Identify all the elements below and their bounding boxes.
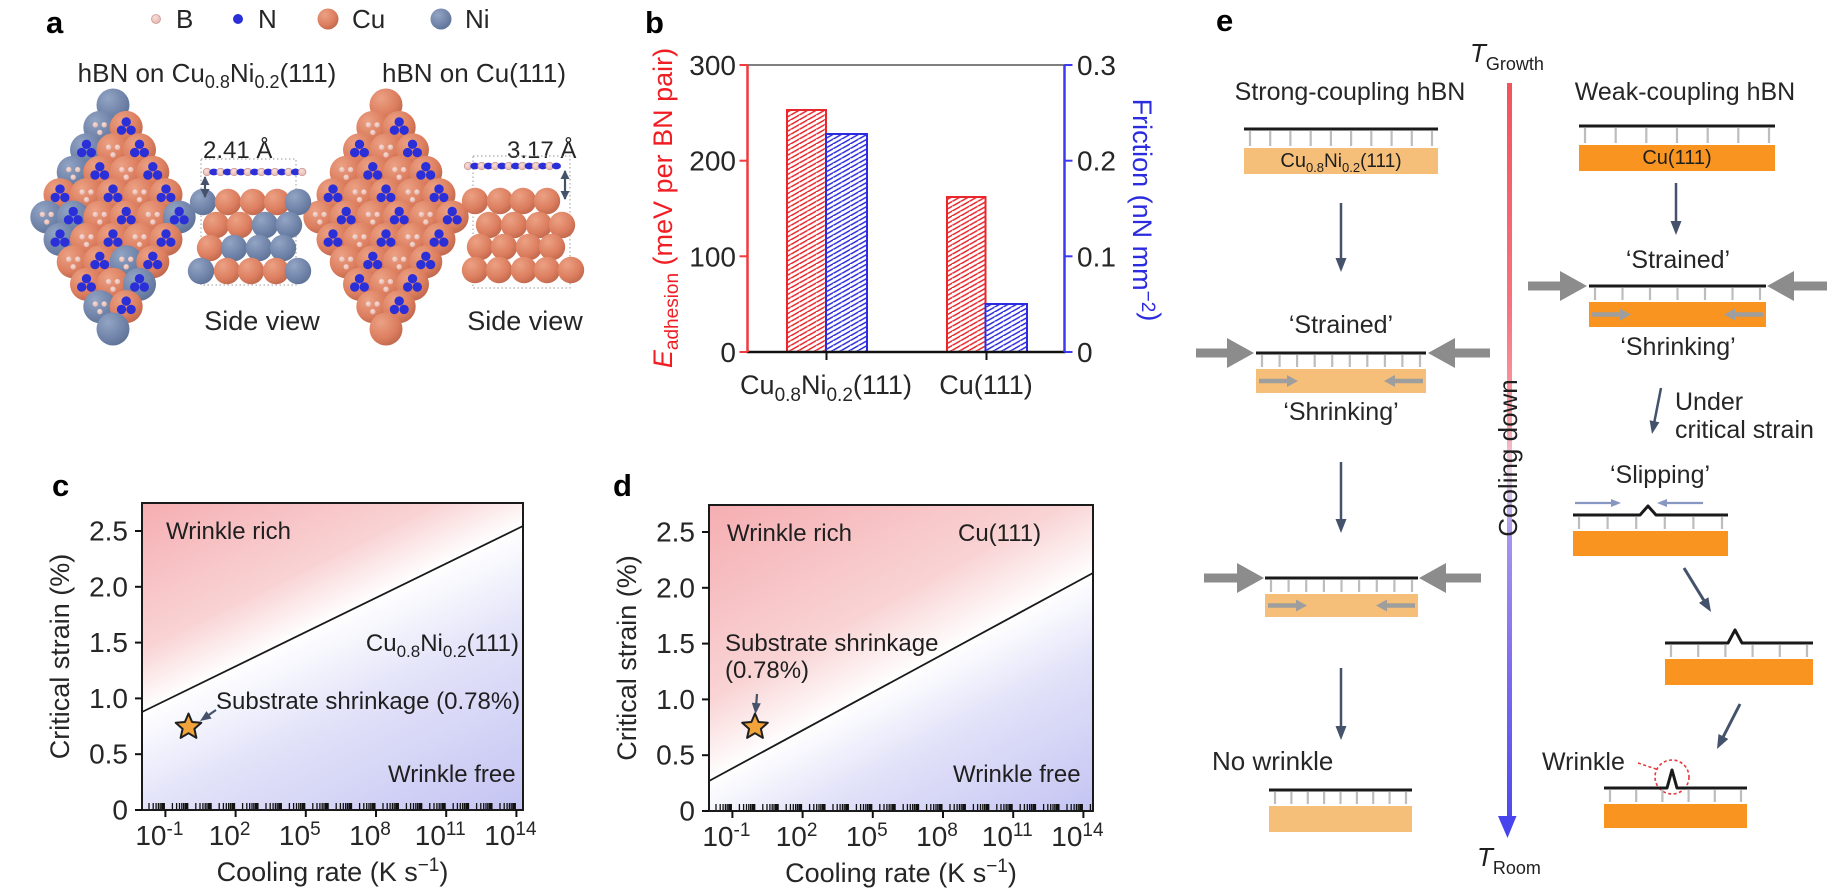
svg-text:300: 300	[689, 50, 736, 81]
svg-text:TRoom: TRoom	[1477, 842, 1541, 878]
svg-text:Wrinkle: Wrinkle	[1542, 748, 1625, 776]
svg-text:1.0: 1.0	[656, 684, 695, 715]
svg-text:Wrinkle rich: Wrinkle rich	[166, 518, 291, 545]
svg-text:1014: 1014	[1051, 820, 1104, 852]
svg-text:‘Shrinking’: ‘Shrinking’	[1283, 398, 1398, 426]
svg-text:Wrinkle free: Wrinkle free	[388, 761, 516, 788]
svg-text:100: 100	[689, 241, 736, 272]
svg-text:Side view: Side view	[204, 306, 320, 336]
svg-text:‘Slipping’: ‘Slipping’	[1610, 461, 1710, 489]
svg-text:‘Shrinking’: ‘Shrinking’	[1620, 333, 1735, 361]
svg-text:1014: 1014	[484, 819, 537, 851]
svg-text:2.41 Å: 2.41 Å	[203, 136, 272, 164]
svg-text:Cu(111): Cu(111)	[958, 520, 1041, 547]
svg-text:2.5: 2.5	[89, 516, 128, 547]
svg-text:102: 102	[209, 819, 251, 851]
svg-text:Wrinkle free: Wrinkle free	[953, 761, 1081, 788]
svg-text:Critical strain (%): Critical strain (%)	[612, 555, 642, 761]
svg-text:Cu0.8Ni0.2(111): Cu0.8Ni0.2(111)	[366, 630, 519, 661]
svg-text:1011: 1011	[415, 819, 466, 851]
svg-text:N: N	[258, 4, 277, 34]
svg-text:‘Strained’: ‘Strained’	[1626, 246, 1730, 274]
svg-text:Strong-coupling hBN: Strong-coupling hBN	[1235, 78, 1466, 106]
svg-text:105: 105	[846, 820, 888, 852]
svg-text:Friction (nN mm−2): Friction (nN mm−2)	[1127, 99, 1166, 322]
svg-text:0.2: 0.2	[1077, 146, 1116, 177]
svg-text:0: 0	[1077, 337, 1093, 368]
svg-text:0.1: 0.1	[1077, 241, 1116, 272]
svg-text:108: 108	[916, 820, 958, 852]
svg-text:105: 105	[279, 819, 321, 851]
svg-text:hBN on Cu0.8Ni0.2(111): hBN on Cu0.8Ni0.2(111)	[78, 58, 337, 92]
svg-text:B: B	[176, 4, 193, 34]
svg-text:Ni: Ni	[465, 4, 490, 34]
svg-text:critical strain: critical strain	[1675, 416, 1814, 444]
svg-text:3.17 Å: 3.17 Å	[507, 136, 576, 164]
svg-text:0: 0	[112, 795, 128, 826]
svg-text:Substrate shrinkage: Substrate shrinkage	[725, 630, 938, 657]
svg-text:Eadhesion (meV per BN pair): Eadhesion (meV per BN pair)	[648, 48, 683, 368]
svg-text:Weak-coupling hBN: Weak-coupling hBN	[1575, 78, 1795, 106]
svg-text:Cu0.8Ni0.2(111): Cu0.8Ni0.2(111)	[740, 370, 912, 406]
svg-text:200: 200	[689, 146, 736, 177]
svg-text:108: 108	[349, 819, 391, 851]
svg-text:‘Strained’: ‘Strained’	[1289, 311, 1393, 339]
svg-text:b: b	[645, 5, 664, 40]
svg-text:c: c	[52, 468, 69, 503]
svg-text:102: 102	[776, 820, 818, 852]
svg-text:1011: 1011	[982, 820, 1033, 852]
svg-text:0.5: 0.5	[89, 739, 128, 770]
svg-text:Side view: Side view	[467, 306, 583, 336]
svg-text:Cu0.8Ni0.2(111): Cu0.8Ni0.2(111)	[1280, 150, 1401, 175]
svg-text:10-1: 10-1	[135, 819, 183, 851]
svg-text:1.0: 1.0	[89, 683, 128, 714]
svg-text:0.5: 0.5	[656, 740, 695, 771]
svg-text:e: e	[1216, 3, 1233, 38]
svg-text:0.3: 0.3	[1077, 50, 1116, 81]
svg-text:1.5: 1.5	[89, 627, 128, 658]
svg-text:2.0: 2.0	[656, 572, 695, 603]
svg-text:hBN on Cu(111): hBN on Cu(111)	[382, 58, 566, 88]
svg-text:Cu(111): Cu(111)	[939, 370, 1033, 400]
svg-text:0: 0	[679, 796, 695, 827]
svg-text:0: 0	[720, 337, 736, 368]
svg-text:TGrowth: TGrowth	[1470, 38, 1544, 74]
svg-text:No wrinkle: No wrinkle	[1212, 746, 1333, 776]
svg-text:Cooling rate (K s−1): Cooling rate (K s−1)	[785, 856, 1017, 888]
svg-text:Cu: Cu	[352, 4, 385, 34]
svg-text:a: a	[46, 5, 64, 40]
svg-text:10-1: 10-1	[702, 820, 750, 852]
svg-text:1.5: 1.5	[656, 628, 695, 659]
svg-text:Substrate shrinkage (0.78%): Substrate shrinkage (0.78%)	[216, 688, 520, 715]
svg-text:Wrinkle rich: Wrinkle rich	[727, 520, 852, 547]
svg-text:d: d	[613, 468, 632, 503]
svg-text:Cooling down: Cooling down	[1493, 379, 1523, 537]
svg-text:2.0: 2.0	[89, 571, 128, 602]
svg-text:2.5: 2.5	[656, 517, 695, 548]
svg-text:Critical strain (%): Critical strain (%)	[45, 554, 75, 760]
svg-text:Under: Under	[1675, 388, 1743, 416]
svg-text:Cooling rate (K s−1): Cooling rate (K s−1)	[217, 855, 449, 887]
svg-text:Cu(111): Cu(111)	[1642, 147, 1711, 169]
svg-text:(0.78%): (0.78%)	[725, 657, 809, 684]
